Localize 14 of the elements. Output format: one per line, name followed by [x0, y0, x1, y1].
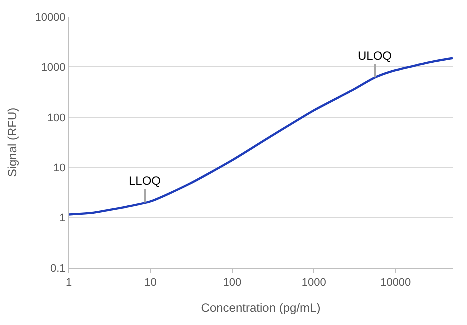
x-tick-label: 10 [144, 277, 157, 290]
y-tick-label: 0.1 [50, 262, 66, 275]
annotation: ULOQ [358, 49, 392, 63]
x-tick-label: 1000 [302, 277, 326, 290]
annotation: LLOQ [129, 174, 162, 188]
y-tick-label: 10 [54, 162, 66, 174]
y-tick-label: 1000 [41, 62, 66, 74]
x-axis-title: Concentration (pg/mL) [201, 301, 321, 316]
y-tick-label: 100 [47, 112, 66, 124]
y-axis-title: Signal (RFU) [6, 108, 20, 178]
y-tick-label: 10000 [35, 12, 66, 24]
x-tick-label: 100 [223, 277, 242, 290]
y-tick-label: 1 [60, 212, 66, 225]
x-tick-label: 10000 [380, 277, 412, 290]
